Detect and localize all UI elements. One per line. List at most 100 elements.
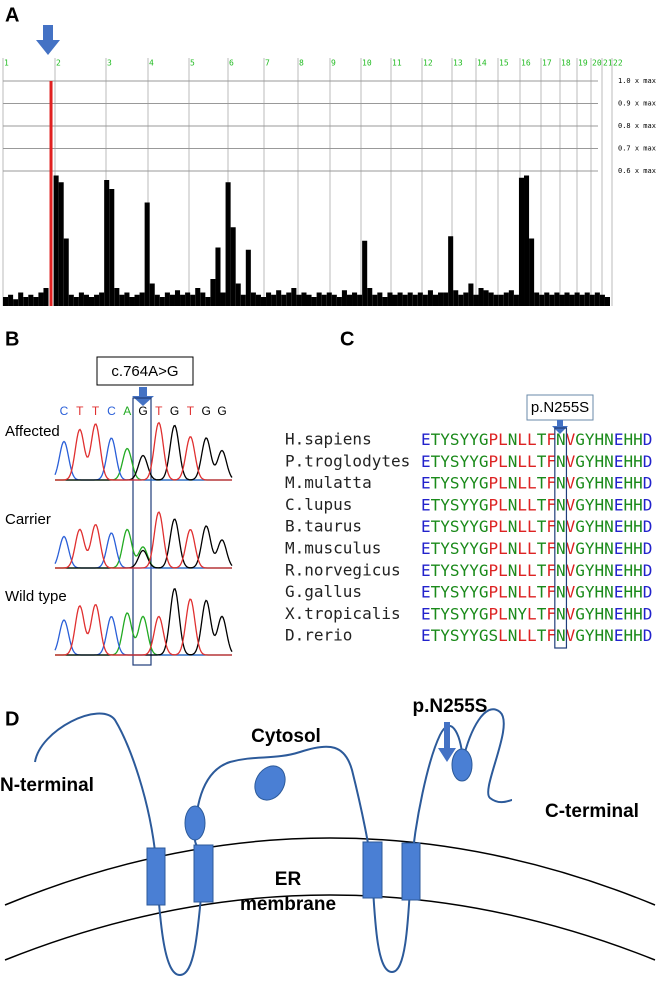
bar — [564, 292, 570, 306]
y-tick-label: 1.0 x max — [618, 77, 656, 85]
bar — [483, 290, 489, 306]
chromosome-label: 16 — [521, 59, 531, 68]
trace — [55, 511, 232, 569]
species-name: H.sapiens — [285, 430, 372, 449]
bar — [357, 294, 363, 306]
trace — [55, 518, 233, 569]
bar — [68, 294, 74, 306]
chromosome-label: 8 — [299, 59, 304, 68]
bar — [23, 297, 29, 306]
bar — [49, 81, 53, 306]
trace — [54, 437, 232, 481]
bar — [549, 294, 555, 306]
bar — [412, 294, 418, 306]
panel-label: C — [340, 328, 354, 350]
sequence: ETYSYYGPLNLLTFNVGYHNEHHD — [421, 430, 652, 449]
bar — [144, 202, 150, 306]
chromosome-label: 14 — [477, 59, 487, 68]
bar — [417, 292, 423, 306]
trace — [55, 447, 232, 481]
bar — [463, 292, 469, 306]
bar — [266, 292, 272, 306]
bar — [387, 292, 393, 306]
y-tick-label: 0.9 x max — [618, 100, 656, 108]
bar — [250, 292, 256, 306]
sequence: ETYSYYGPLNYLTFNVGYHNEHHD — [421, 604, 652, 623]
bar — [427, 290, 433, 306]
bar — [584, 292, 590, 306]
species-name: P.troglodytes — [285, 451, 410, 470]
domain — [254, 765, 286, 801]
arrow — [552, 420, 568, 434]
membrane-label: membrane — [240, 894, 336, 915]
bar — [38, 292, 44, 306]
bar — [99, 292, 105, 306]
bar — [513, 294, 519, 306]
species-name: M.musculus — [285, 539, 381, 558]
bar — [169, 294, 175, 306]
bar — [604, 297, 610, 306]
bar — [109, 189, 115, 306]
bar — [407, 292, 413, 306]
bar — [210, 279, 216, 306]
bar — [88, 297, 95, 306]
bar — [529, 238, 535, 306]
trace — [55, 528, 232, 569]
chromosome-label: 13 — [453, 59, 463, 68]
bar — [124, 292, 130, 306]
bar — [539, 294, 545, 306]
chromosome-label: 2 — [56, 59, 61, 68]
chromosome-label: 18 — [561, 59, 571, 68]
bar — [589, 294, 595, 306]
chromosome-label: 15 — [499, 59, 509, 68]
chromosome-label: 11 — [392, 59, 402, 68]
trace — [54, 616, 232, 656]
bar — [579, 294, 585, 306]
bar — [174, 290, 181, 306]
bar — [367, 288, 373, 306]
bar — [301, 292, 307, 306]
bar — [286, 292, 292, 306]
bar — [443, 292, 449, 306]
sample-label: Carrier — [5, 511, 51, 528]
arrow — [132, 387, 154, 406]
bar — [225, 182, 231, 306]
sequence: ETYSYYGPLNLLTFNVGYHNEHHD — [421, 582, 652, 601]
bar — [180, 294, 186, 306]
cytosol-label: Cytosol — [251, 726, 321, 747]
bar — [235, 283, 241, 306]
bar — [346, 294, 353, 306]
bar — [28, 294, 34, 306]
bar — [331, 294, 337, 306]
bar — [534, 292, 540, 306]
y-tick-label: 0.8 x max — [618, 122, 656, 130]
bar — [245, 249, 251, 306]
bar — [397, 292, 403, 306]
y-tick-label: 0.6 x max — [618, 167, 656, 175]
base-letter: G — [217, 404, 226, 418]
bar — [392, 294, 398, 306]
species-name: B.taurus — [285, 517, 362, 536]
bar — [372, 294, 378, 306]
bar — [8, 294, 14, 306]
bar — [195, 288, 201, 306]
mutation-label: c.764A>G — [111, 363, 178, 380]
species-name: X.tropicalis — [285, 604, 401, 623]
bar — [73, 297, 79, 306]
bar — [159, 297, 165, 306]
domain — [451, 748, 473, 782]
arrow — [36, 25, 60, 55]
chromosome-label: 19 — [578, 59, 588, 68]
bar — [13, 299, 19, 306]
bar — [311, 297, 317, 306]
bar — [362, 240, 368, 306]
sample-label: Affected — [5, 423, 60, 440]
sequence: ETYSYYGPLNLLTFNVGYHNEHHD — [421, 517, 652, 536]
bar — [149, 283, 155, 306]
bar — [276, 290, 282, 306]
bar — [559, 294, 565, 306]
species-name: R.norvegicus — [285, 560, 401, 579]
bar — [448, 236, 454, 306]
chromosome-label: 5 — [190, 59, 195, 68]
